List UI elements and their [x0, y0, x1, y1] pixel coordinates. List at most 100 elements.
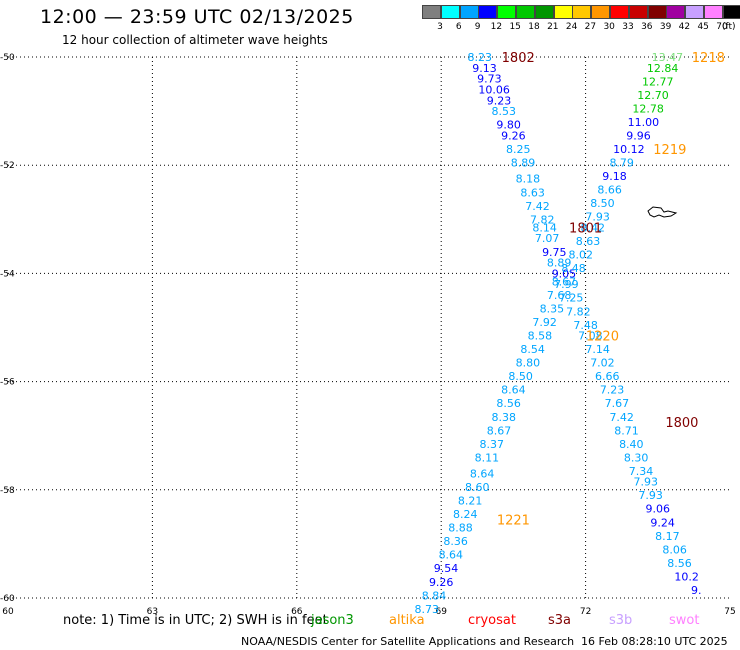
wave-height-label: 12.77	[642, 75, 674, 88]
color-swatch	[610, 5, 629, 19]
color-scale-label: 18	[528, 22, 540, 32]
wave-height-label: 7.67	[605, 397, 630, 410]
color-swatch	[722, 5, 740, 19]
color-scale-label: 39	[659, 22, 672, 32]
wave-height-label: 8.67	[487, 424, 512, 437]
track-value-labels: 8.239.139.7310.069.238.539.809.268.258.8…	[415, 51, 702, 616]
color-scale-label: 3	[437, 22, 443, 32]
lon-tick-label: 63	[147, 607, 158, 617]
wave-height-label: 8.71	[614, 424, 639, 437]
wave-height-label: 12.84	[647, 62, 679, 75]
wave-height-label: 8.38	[492, 411, 517, 424]
wave-height-label: 10.12	[613, 143, 645, 156]
wave-height-label: 7.42	[525, 200, 550, 213]
wave-height-label: 7.92	[532, 316, 557, 329]
lat-tick-label: -50	[0, 53, 15, 63]
color-swatch	[685, 5, 705, 19]
wave-height-label: 7.82	[566, 305, 591, 318]
map-grid	[8, 56, 730, 599]
wave-height-label: 8.53	[492, 105, 517, 118]
wave-height-label: 7.99	[554, 278, 579, 291]
wave-height-label: 8.18	[516, 173, 541, 186]
wave-height-label: 9.18	[602, 170, 627, 183]
pass-time-label: 1218	[692, 51, 725, 66]
wave-height-label: 8.89	[547, 257, 572, 270]
color-swatch	[704, 5, 723, 19]
pass-time-label: 1220	[586, 330, 619, 345]
wave-height-label: 8.17	[655, 530, 680, 543]
wave-height-label: 8.06	[662, 543, 687, 556]
pass-time-label: 1801	[569, 221, 602, 236]
wave-height-label: 8.84	[422, 589, 447, 602]
color-scale-unit: (ft)	[722, 22, 736, 32]
page-subtitle: 12 hour collection of altimeter wave hei…	[62, 33, 328, 47]
color-swatch	[553, 5, 573, 19]
track-time-labels: 1802 1218 1219 1801 1220 1800 1221	[497, 51, 725, 529]
lat-tick-label: -58	[0, 486, 15, 496]
wave-height-label: 8.37	[479, 438, 504, 451]
wave-height-label: 7.23	[600, 384, 625, 397]
color-scale-label: 6	[455, 22, 462, 32]
wave-height-label: 9.26	[501, 129, 526, 142]
color-swatch	[572, 5, 592, 19]
color-scale-label: 24	[565, 22, 578, 32]
satellite-legend-item: jason3	[311, 613, 354, 628]
wave-height-label: 8.73	[415, 603, 440, 616]
wave-height-label: 7.68	[547, 289, 572, 302]
page-title: 12:00 — 23:59 UTC 02/13/2025	[40, 6, 354, 28]
wave-height-label: 9.26	[429, 576, 454, 589]
pass-time-label: 1800	[665, 416, 698, 431]
satellite-legend-item: s3a	[548, 613, 572, 628]
satellite-legend-item: s3b	[609, 613, 633, 628]
color-scale-label: 12	[490, 22, 503, 32]
wave-height-label: 8.67	[552, 276, 577, 289]
pass-time-label: 1221	[497, 514, 530, 529]
wave-height-label: 9.73	[477, 73, 502, 86]
color-scale-label: 15	[509, 22, 521, 32]
color-swatch	[497, 5, 517, 19]
lon-tick-label: 60	[2, 607, 14, 617]
wave-height-label: 8.80	[516, 357, 541, 370]
wave-height-label: 10.06	[478, 83, 510, 96]
lat-tick-label: -52	[0, 161, 15, 171]
axis-tick-labels: 60 63 66 69 72 75 -50 -52 -54 -56 -58 -60	[0, 53, 736, 617]
wave-height-label: 9.24	[650, 516, 675, 529]
wave-height-label: 9.05	[552, 267, 577, 280]
wave-height-label: 9.23	[487, 94, 512, 107]
color-swatch	[422, 5, 441, 19]
wave-height-label: 9.80	[496, 119, 521, 132]
color-scale-label: 42	[678, 22, 691, 32]
lon-tick-label: 69	[435, 607, 447, 617]
color-swatch	[478, 5, 498, 19]
color-swatch	[459, 5, 479, 19]
lat-tick-label: -54	[0, 269, 15, 279]
satellite-legend-item: cryosat	[468, 613, 516, 628]
wave-height-label: 8.24	[453, 508, 478, 521]
wave-height-label: 7.34	[629, 465, 654, 478]
wave-height-label: 10.2	[674, 570, 699, 583]
wave-height-label: 8.23	[467, 51, 492, 64]
color-scale-label: 30	[603, 22, 615, 32]
wave-height-label: 8.14	[532, 221, 557, 234]
wave-height-label: 8.50	[508, 370, 533, 383]
wave-height-label: 8.42	[581, 221, 606, 234]
wave-height-label: 8.11	[475, 451, 500, 464]
wave-height-label: 8.25	[506, 143, 531, 156]
island-outline	[647, 206, 678, 218]
wave-height-label: 8.30	[624, 451, 649, 464]
wave-height-label: 7.93	[638, 489, 663, 502]
wave-height-label: 7.07	[535, 232, 560, 245]
color-scale-label: 27	[584, 22, 597, 32]
wave-height-label: 8.60	[465, 481, 490, 494]
wave-height-label: 9.	[691, 584, 702, 597]
wave-height-label: 8.79	[609, 156, 634, 169]
lat-tick-label: -60	[0, 594, 15, 604]
wave-height-label: 12.70	[637, 89, 669, 102]
color-scale-label: 21	[547, 22, 559, 32]
wave-height-label: 12.78	[632, 102, 664, 115]
wave-height-label: 8.40	[619, 438, 644, 451]
wave-height-label: 13.47	[652, 51, 684, 64]
color-scale-label: 9	[474, 22, 481, 32]
wave-height-label: 9.54	[434, 562, 459, 575]
wave-height-label: 8.58	[528, 330, 553, 343]
